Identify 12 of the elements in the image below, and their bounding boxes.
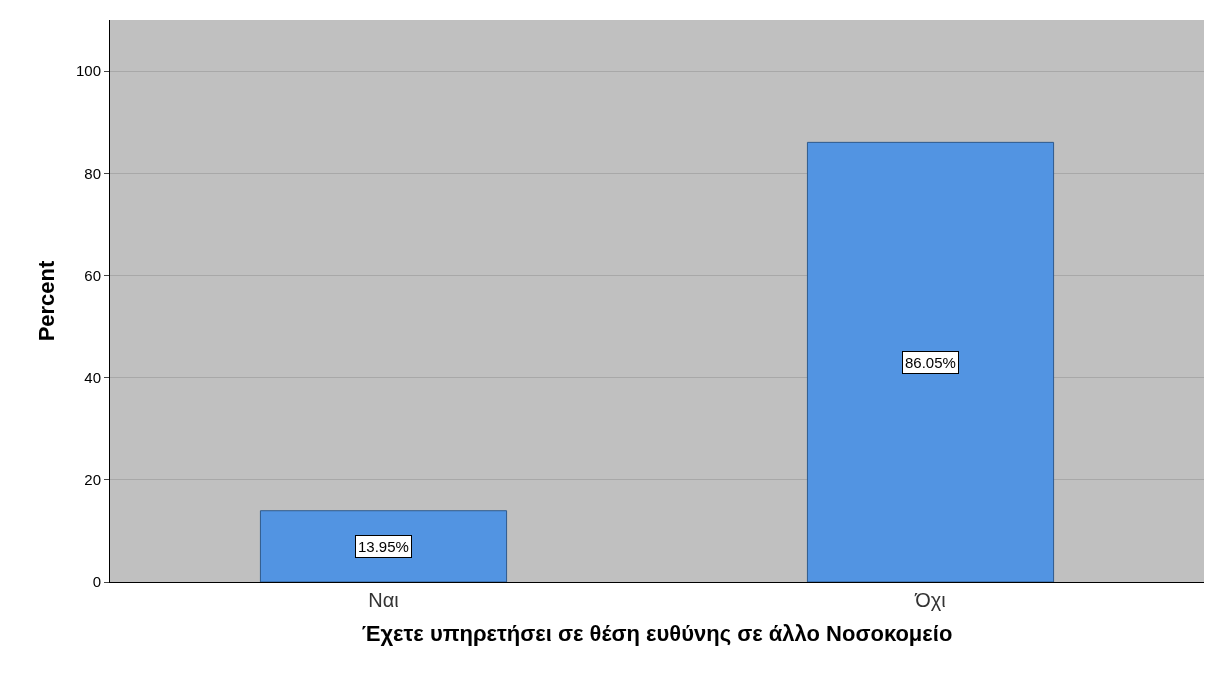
y-tick-label: 0 xyxy=(92,573,101,591)
x-tick-label: Όχι xyxy=(914,589,946,611)
y-tick-label: 100 xyxy=(75,62,101,80)
x-tick-label: Ναι xyxy=(368,589,399,611)
data-label: 13.95% xyxy=(358,538,409,555)
y-tick-label: 40 xyxy=(84,368,101,386)
y-axis-title: Percent xyxy=(33,259,59,342)
y-tick-label: 80 xyxy=(84,164,101,182)
data-label: 86.05% xyxy=(905,354,956,371)
y-tick-label: 60 xyxy=(84,266,101,284)
x-axis-title: Έχετε υπηρετήσει σε θέση ευθύνης σε άλλο Νοσοκομείο xyxy=(361,620,953,646)
y-tick-label: 20 xyxy=(84,471,101,489)
